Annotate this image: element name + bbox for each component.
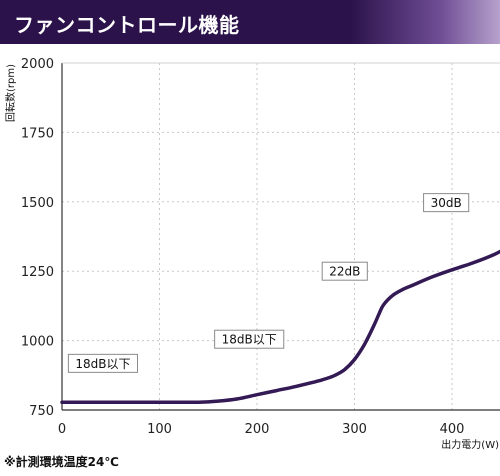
y-tick-label: 750: [29, 404, 54, 419]
series: [60, 249, 500, 405]
annotation-label: 18dB以下: [214, 329, 285, 349]
annotations: 18dB以下 18dB以下 22dB 30dB: [67, 193, 470, 373]
axes: [61, 62, 500, 411]
y-axis-label: 回転数(rpm): [4, 64, 17, 122]
y-tick-label: 1250: [21, 265, 54, 280]
x-tick-label: 200: [245, 422, 270, 437]
footnote: ※計測環境温度24℃: [4, 455, 119, 469]
annotation-text: 22dB: [329, 265, 360, 279]
annotation-label: 30dB: [423, 193, 470, 213]
x-tick-label: 300: [342, 422, 367, 437]
x-axis-label: 出力電力(W): [441, 438, 499, 451]
annotation-box: [423, 193, 470, 213]
x-tick-label: 100: [147, 422, 172, 437]
annotation-label: 22dB: [321, 261, 368, 281]
annotation-label: 18dB以下: [67, 353, 139, 373]
annotation-box: [214, 329, 285, 349]
page-title: ファンコントロール機能: [14, 13, 240, 37]
annotation-box: [67, 353, 139, 373]
annotation-text: 30dB: [431, 196, 462, 210]
header-bar: ファンコントロール機能: [0, 0, 500, 44]
annotation-box: [321, 261, 368, 281]
x-tick-label: 0: [58, 422, 66, 437]
y-tick-label: 2000: [21, 57, 54, 72]
y-tick-label: 1750: [21, 126, 54, 141]
tick-labels: 750 1000 1250 1500 1750 2000 0 100 200 300 400: [21, 57, 465, 437]
series-line: [60, 249, 500, 405]
y-tick-label: 1500: [21, 196, 54, 211]
y-tick-label: 1000: [21, 335, 54, 350]
annotation-text: 18dB以下: [222, 333, 277, 347]
annotation-text: 18dB以下: [75, 357, 130, 371]
x-tick-label: 400: [440, 422, 465, 437]
